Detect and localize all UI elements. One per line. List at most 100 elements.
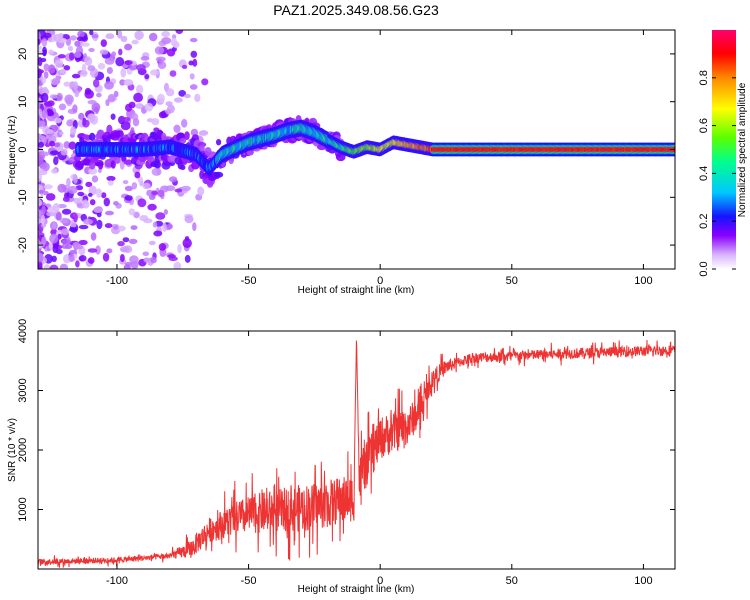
spectrogram-noise-blob [122,117,131,122]
spectrogram-noise-blob [58,131,64,136]
spectrogram-noise-blob [134,32,143,41]
colorbar-label: Normalized spectral amplitude [737,82,748,217]
spectrogram-halo-blob [115,130,124,139]
spectrogram-noise-blob [128,238,138,245]
spectrogram-noise-blob [144,102,154,112]
spectrogram-noise-blob [152,221,158,228]
snr-ytick-label: 1000 [17,497,29,521]
spectrogram-noise-blob [113,90,119,98]
spectrogram-noise-blob [181,185,191,192]
spectrogram-noise-blob [87,65,96,72]
spectrogram-noise-blob [172,41,180,49]
spectrogram-noise-blob [91,34,99,39]
spectrogram-noise-blob [147,203,157,211]
spectrogram-noise-blob [48,49,54,55]
spectrogram-noise-blob [70,126,77,135]
spectrogram-noise-blob [42,46,47,57]
snr-panel: -100 -50 0 50 100 1000 2000 3000 4000 Height of … [7,319,676,595]
spectrogram-noise-blob [84,87,92,95]
spectrogram-noise-blob [136,64,146,72]
spectrogram-noise-blob [189,73,195,80]
spectrogram-noise-blob [57,54,66,59]
spectrogram-noise-blob [189,37,198,43]
spectrogram-noise-blob [194,93,201,103]
spectrogram-noise-blob [41,92,49,103]
spectrogram-ytick-label: 0 [17,146,29,152]
spectrogram-halo-blob [89,161,96,170]
spectrogram-noise-blob [166,48,176,57]
spectrogram-noise-blob [61,239,71,245]
spectrogram-noise-blob [61,228,70,236]
spectrogram-noise-blob [169,70,177,77]
spectrogram-marks [38,30,675,269]
spectrogram-noise-blob [119,79,126,86]
spectrogram-noise-blob [190,50,198,58]
spectrogram-xtick-label: -50 [241,275,257,287]
spectrogram-noise-blob [192,58,198,67]
spectrogram-noise-blob [74,89,80,98]
spectrogram-noise-blob [78,239,88,246]
spectrogram-noise-blob [49,140,56,147]
spectrogram-noise-blob [96,212,102,218]
spectrogram-noise-blob [73,213,78,223]
spectrogram-noise-blob [38,80,42,87]
spectrogram-noise-blob [154,46,165,55]
spectrogram-noise-blob [38,138,42,143]
spectrogram-noise-blob [143,218,153,224]
spectrogram-noise-blob [198,130,209,136]
spectrogram-noise-blob [177,244,182,254]
spectrogram-noise-blob [38,69,45,74]
spectrogram-noise-blob [38,114,41,122]
spectrogram-halo-blob [89,132,96,141]
spectrogram-noise-blob [76,36,84,41]
spectrogram-noise-blob [149,32,158,42]
spectrogram-noise-blob [88,192,93,197]
spectrogram-noise-blob [38,38,41,46]
spectrogram-noise-blob [165,185,176,192]
spectrogram-halo-blob [123,159,133,165]
spectrogram-noise-blob [184,215,194,224]
spectrogram-noise-blob [39,151,50,157]
spectrogram-noise-blob [58,103,67,111]
spectrogram-noise-blob [82,119,90,128]
spectrogram-noise-blob [43,71,49,79]
spectrogram-noise-blob [171,34,177,39]
spectrogram-halo-blob [167,155,177,163]
spectrogram-noise-blob [133,92,144,103]
spectrogram-noise-blob [38,56,43,67]
spectrogram-noise-blob [105,33,115,40]
spectrogram-noise-blob [69,35,77,41]
spectrogram-noise-blob [96,92,102,98]
snr-ytick-label: 4000 [17,319,29,343]
spectrogram-noise-blob [87,257,95,264]
spectrogram-noise-blob [73,51,82,58]
spectrogram-noise-blob [61,208,72,215]
spectrogram-noise-blob [85,181,93,187]
spectrogram-noise-blob [93,206,103,213]
colorbar-tick-label: 0.8 [698,70,710,85]
spectrogram-noise-blob [43,101,53,107]
spectrogram-noise-blob [181,64,188,69]
spectrogram-noise-blob [101,192,107,199]
spectrogram-noise-blob [118,48,123,56]
spectrogram-noise-blob [38,252,44,263]
spectrogram-noise-blob [151,190,158,196]
colorbar: 0.0 0.2 0.4 0.6 0.8 Normalized spectral ampl… [698,30,748,277]
spectrogram-noise-blob [102,252,110,262]
spectrogram-noise-blob [82,200,90,209]
spectrogram-noise-blob [106,248,113,254]
spectrogram-noise-blob [182,238,192,249]
spectrogram-noise-blob [123,264,131,269]
spectrogram-noise-blob [60,148,68,156]
spectrogram-noise-blob [64,94,74,105]
spectrogram-noise-blob [89,199,96,206]
spectrogram-noise-blob [89,30,94,36]
spectrogram-noise-blob [134,171,141,179]
snr-xtick-label: 100 [634,575,652,587]
spectrogram-noise-blob [54,142,61,148]
spectrogram-noise-blob [53,156,59,166]
spectrogram-noise-blob [173,261,182,269]
